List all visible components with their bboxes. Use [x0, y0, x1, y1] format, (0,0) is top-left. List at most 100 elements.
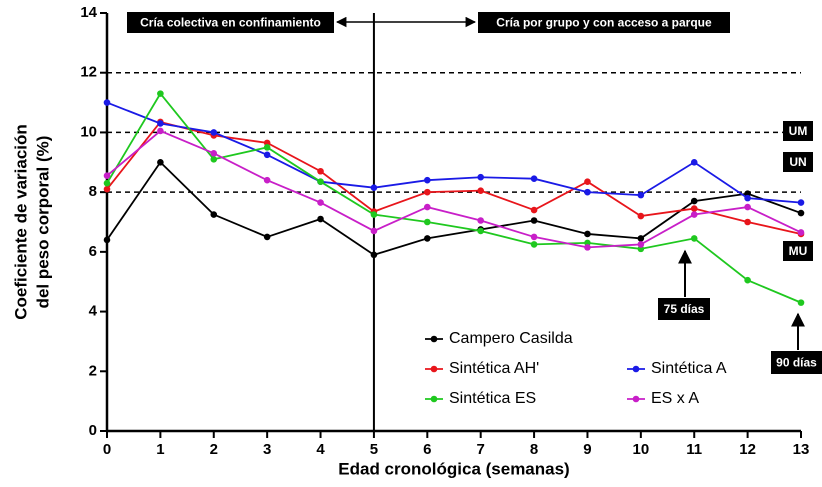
- data-point: [584, 244, 591, 251]
- data-point: [477, 227, 484, 235]
- data-point: [797, 229, 805, 236]
- annotation-label: 90 días: [776, 356, 817, 370]
- data-point: [744, 203, 751, 211]
- x-axis-title: Edad cronológica (semanas): [338, 459, 569, 478]
- x-tick-label: 11: [686, 441, 702, 458]
- y-tick-label: 4: [89, 303, 98, 320]
- data-point: [424, 188, 431, 196]
- data-point: [103, 236, 111, 244]
- data-point: [690, 211, 698, 218]
- data-point: [263, 176, 271, 184]
- data-point: [744, 218, 751, 226]
- legend-marker: [632, 395, 640, 403]
- data-point: [477, 217, 484, 224]
- series-line: [106, 92, 802, 304]
- legend-marker: [430, 395, 438, 403]
- data-point: [584, 188, 591, 196]
- data-point: [370, 227, 378, 235]
- x-tick-label: 9: [583, 441, 591, 458]
- data-point: [157, 127, 164, 135]
- data-point: [424, 203, 431, 211]
- data-point: [690, 205, 698, 212]
- annotation-badge: [783, 241, 813, 261]
- data-point: [637, 235, 645, 242]
- data-point: [157, 90, 164, 97]
- series-line: [106, 129, 802, 249]
- y-axis-title: del peso corporal (%): [33, 136, 52, 309]
- data-point: [530, 233, 538, 241]
- legend-marker: [430, 365, 438, 373]
- data-point: [424, 218, 431, 226]
- data-point: [637, 212, 645, 220]
- data-point: [530, 175, 538, 183]
- y-tick-label: 14: [80, 4, 97, 21]
- data-point: [210, 150, 218, 157]
- y-tick-label: 0: [89, 422, 97, 439]
- annotation-label: Cría por grupo y con acceso a parque: [496, 16, 712, 30]
- legend-label: Sintética AH': [449, 360, 539, 377]
- y-tick-label: 8: [89, 183, 97, 200]
- annotation-badge: [783, 152, 813, 172]
- data-point: [370, 251, 378, 259]
- data-point: [210, 156, 218, 163]
- data-point: [744, 276, 751, 284]
- data-point: [317, 178, 324, 185]
- x-tick-label: 6: [423, 441, 431, 458]
- annotation-badge: [771, 351, 822, 374]
- data-point: [530, 217, 538, 224]
- y-tick-label: 12: [80, 64, 97, 81]
- x-tick-label: 10: [633, 441, 650, 458]
- data-point: [477, 187, 484, 194]
- annotation-badge: [478, 12, 730, 33]
- data-point: [637, 241, 645, 248]
- data-point: [317, 199, 324, 206]
- x-tick-label: 8: [530, 441, 538, 458]
- data-point: [530, 206, 538, 214]
- x-tick-label: 2: [210, 441, 218, 458]
- data-point: [157, 120, 164, 127]
- y-axis-title: Coeficiente de variación: [11, 124, 30, 320]
- data-point: [103, 99, 111, 106]
- x-tick-label: 0: [103, 441, 111, 458]
- annotation-badge: [783, 121, 813, 141]
- x-tick-label: 3: [263, 441, 271, 458]
- y-tick-label: 6: [89, 243, 97, 260]
- data-point: [744, 194, 751, 202]
- annotation-label: 75 días: [664, 302, 705, 316]
- data-point: [690, 158, 698, 166]
- data-point: [210, 211, 218, 218]
- data-point: [797, 209, 805, 217]
- data-point: [584, 178, 591, 185]
- y-tick-label: 10: [80, 123, 97, 140]
- data-point: [690, 235, 698, 242]
- data-point: [317, 215, 324, 223]
- data-point: [157, 158, 164, 166]
- x-tick-label: 1: [156, 441, 164, 458]
- data-point: [584, 230, 591, 238]
- legend-label: Sintética ES: [449, 390, 536, 407]
- legend-label: Sintética A: [651, 360, 727, 377]
- x-tick-label: 13: [793, 441, 810, 458]
- data-point: [317, 167, 324, 175]
- annotation-label: UN: [789, 155, 806, 169]
- annotation-label: MU: [789, 244, 808, 258]
- data-point: [103, 179, 111, 187]
- data-point: [103, 185, 111, 193]
- annotation-badge: [658, 298, 710, 320]
- legend-marker: [632, 365, 640, 373]
- data-point: [370, 184, 378, 191]
- x-tick-label: 7: [477, 441, 485, 458]
- data-point: [530, 241, 538, 248]
- data-point: [637, 191, 645, 199]
- legend-label: ES x A: [651, 390, 699, 407]
- data-point: [263, 233, 271, 241]
- data-point: [263, 144, 271, 151]
- series-line: [106, 160, 802, 256]
- annotation-badge: [127, 12, 334, 33]
- annotation-label: UM: [789, 124, 808, 138]
- legend-label: Campero Casilda: [449, 330, 573, 347]
- data-point: [690, 197, 698, 205]
- data-point: [370, 211, 378, 218]
- x-tick-label: 12: [739, 441, 756, 458]
- data-point: [424, 176, 431, 184]
